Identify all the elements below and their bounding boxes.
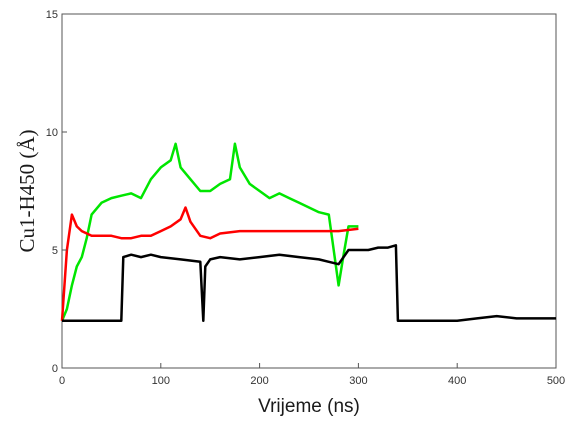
y-ticks: 0 5 10 15 [46, 9, 67, 375]
x-axis-label: Vrijeme (ns) [258, 396, 360, 417]
series-line-3 [62, 244, 556, 323]
series-line-1 [60, 142, 359, 322]
plot-frame [61, 13, 557, 369]
x-ticks: 0 100 200 300 400 500 [59, 363, 565, 387]
x-tick-label: 300 [349, 375, 367, 387]
y-axis-label: Cu1-H450 (Å) [15, 129, 39, 252]
x-tick-label: 400 [448, 375, 466, 387]
x-tick-label: 0 [59, 375, 65, 387]
series-line-2 [60, 206, 359, 321]
y-tick-label: 0 [52, 363, 58, 375]
x-tick-label: 200 [250, 375, 268, 387]
x-tick-label: 500 [547, 375, 565, 387]
series-layer [60, 142, 556, 323]
y-tick-label: 15 [46, 9, 58, 21]
y-tick-label: 5 [52, 245, 58, 257]
y-tick-label: 10 [46, 127, 58, 139]
x-tick-label: 100 [152, 375, 170, 387]
